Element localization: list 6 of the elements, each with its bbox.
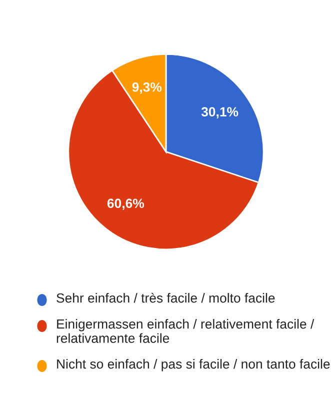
legend-label: Einigermassen einfach / relativement facile / relativamente facile xyxy=(56,319,314,343)
legend-label: Nicht so einfach / pas si facile / non tanto facile xyxy=(57,359,330,372)
legend-label: Sehr einfach / très facile / molto facile xyxy=(56,292,275,303)
data-label: 9,3% xyxy=(132,82,162,94)
data-label: 60,6% xyxy=(107,198,144,210)
data-label: 30,1% xyxy=(201,107,238,118)
